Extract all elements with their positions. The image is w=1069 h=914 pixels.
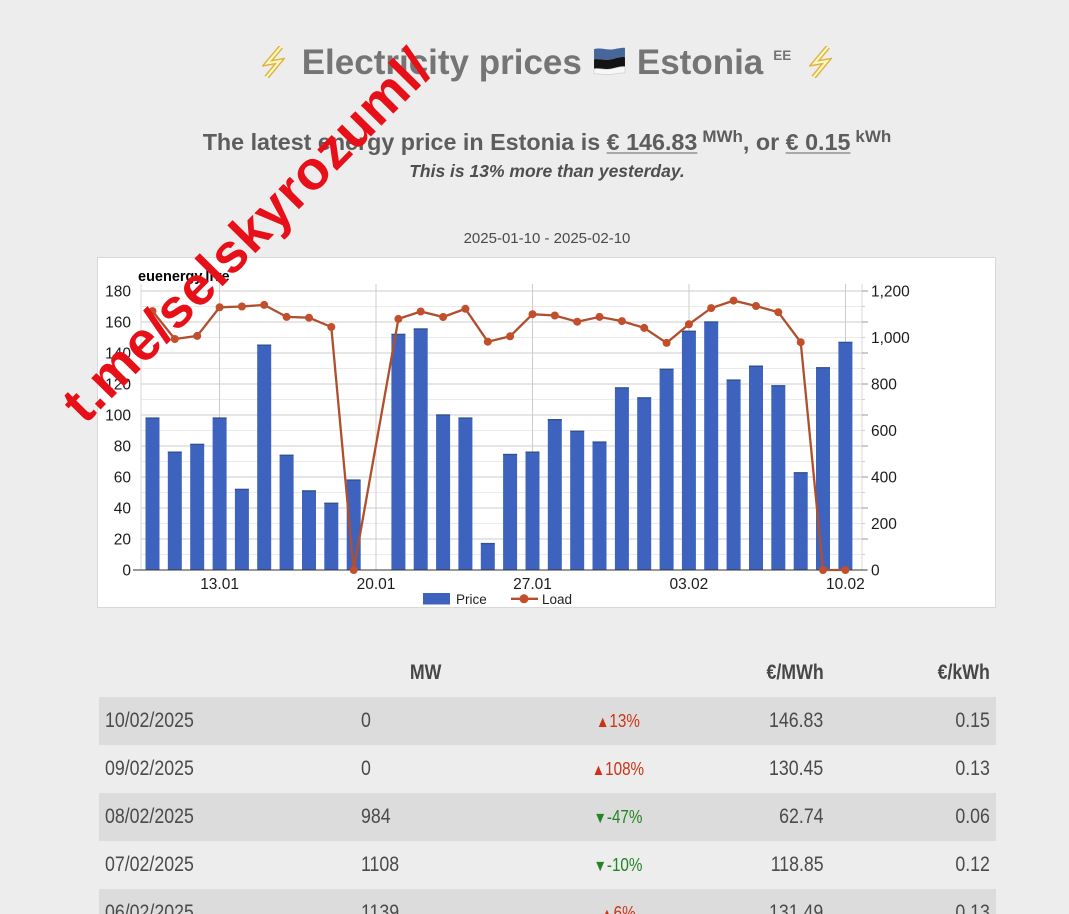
svg-text:180: 180 <box>105 284 131 301</box>
svg-text:600: 600 <box>871 423 897 440</box>
svg-text:13.01: 13.01 <box>200 576 239 593</box>
svg-text:0: 0 <box>122 563 131 580</box>
svg-text:10.02: 10.02 <box>826 576 865 593</box>
svg-text:03.02: 03.02 <box>670 576 709 593</box>
svg-text:100: 100 <box>105 408 131 425</box>
svg-text:euenergy.live: euenergy.live <box>138 269 230 285</box>
svg-text:20.01: 20.01 <box>357 576 396 593</box>
svg-text:800: 800 <box>871 377 897 394</box>
svg-text:1,200: 1,200 <box>871 284 910 301</box>
svg-text:60: 60 <box>114 470 132 487</box>
svg-text:400: 400 <box>871 470 897 487</box>
svg-text:Price: Price <box>456 592 487 607</box>
svg-text:1,000: 1,000 <box>871 330 910 347</box>
svg-text:40: 40 <box>114 501 132 518</box>
svg-text:120: 120 <box>105 377 131 394</box>
svg-text:Load: Load <box>542 592 572 607</box>
svg-text:160: 160 <box>105 315 131 332</box>
svg-text:0: 0 <box>871 563 880 580</box>
svg-text:20: 20 <box>114 532 132 549</box>
svg-text:80: 80 <box>114 439 132 456</box>
svg-text:27.01: 27.01 <box>513 576 552 593</box>
svg-text:200: 200 <box>871 516 897 533</box>
svg-text:140: 140 <box>105 346 131 363</box>
